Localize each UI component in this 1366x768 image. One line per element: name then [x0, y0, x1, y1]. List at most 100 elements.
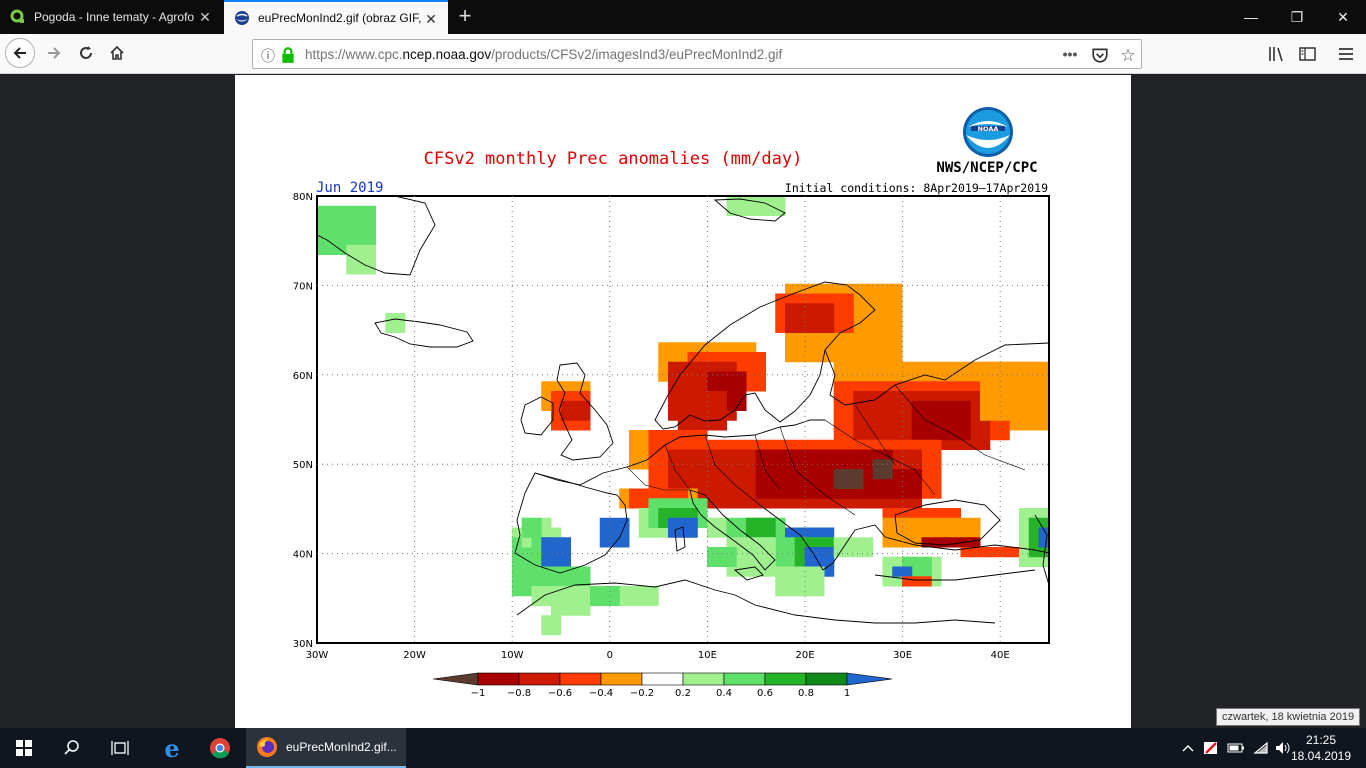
taskbar-app-label: euPrecMonInd2.gif...: [286, 740, 397, 754]
lon-label: 30E: [893, 650, 912, 661]
anomaly-cell: [872, 459, 893, 480]
pocket-icon[interactable]: [1091, 46, 1109, 64]
lat-label: 50N: [293, 460, 313, 471]
colorbar-swatch: [641, 672, 684, 686]
lat-label: 70N: [293, 281, 313, 292]
forecast-figure: CFSv2 monthly Prec anomalies (mm/day) Ju…: [293, 107, 1050, 699]
lon-label: 30W: [306, 650, 329, 661]
anomaly-cell: [833, 537, 874, 558]
colorbar-label: 1: [844, 688, 850, 699]
anomaly-cell: [551, 595, 591, 616]
lat-label: 60N: [293, 371, 313, 382]
latitude-labels: 80N 70N 60N 50N 40N 30N: [293, 192, 313, 650]
lat-label: 30N: [293, 639, 313, 650]
forecast-image[interactable]: CFSv2 monthly Prec anomalies (mm/day) Ju…: [235, 75, 1131, 728]
tab-title: Pogoda - Inne tematy - Agrofo: [34, 10, 195, 24]
colorbar-label: −0.4: [589, 688, 613, 699]
sidebar-icon[interactable]: [1299, 46, 1317, 62]
clock-time: 21:25: [1305, 733, 1337, 747]
close-tab-icon[interactable]: ✕: [199, 9, 211, 25]
anomaly-cell: [1038, 527, 1049, 548]
figure-month: Jun 2019: [316, 180, 383, 196]
navigation-toolbar: ⓘ https://www.cpc.ncep.noaa.gov/products…: [0, 34, 1366, 74]
url-text[interactable]: https://www.cpc.ncep.noaa.gov/products/C…: [305, 47, 782, 62]
colorbar-label: −1: [471, 688, 486, 699]
colorbar-label: −0.8: [507, 688, 531, 699]
longitude-labels: 30W 20W 10W 0 10E 20E 30E 40E: [306, 650, 1010, 661]
lon-label: 20W: [403, 650, 426, 661]
info-icon[interactable]: ⓘ: [261, 48, 275, 64]
restore-icon[interactable]: ❐: [1290, 9, 1304, 25]
anomaly-cell: [902, 576, 932, 587]
anomaly-cell: [785, 303, 835, 333]
battery-icon[interactable]: [1224, 728, 1248, 768]
page-viewport: CFSv2 monthly Prec anomalies (mm/day) Ju…: [0, 75, 1366, 728]
bookmark-star-icon[interactable]: ☆: [1120, 46, 1136, 65]
anomaly-field: [317, 196, 1049, 636]
firefox-icon: [257, 737, 277, 757]
windows-start-icon[interactable]: [0, 728, 48, 768]
date-tooltip: czwartek, 18 kwietnia 2019: [1216, 708, 1361, 726]
agrofoto-favicon-icon: [10, 9, 24, 23]
agency-label: NWS/NCEP/CPC: [936, 160, 1037, 176]
colorbar-label: 0.2: [675, 688, 691, 699]
anomaly-cell: [960, 547, 1020, 558]
initial-conditions: Initial conditions: 8Apr2019–17Apr2019: [785, 181, 1048, 195]
map-frame: [316, 195, 1050, 644]
library-icon[interactable]: [1268, 46, 1286, 62]
chrome-icon[interactable]: [196, 728, 244, 768]
lon-label: 20E: [795, 650, 814, 661]
wifi-icon[interactable]: [1250, 728, 1272, 768]
colorbar-swatch: [805, 672, 848, 686]
lon-label: 40E: [991, 650, 1010, 661]
gridlines: [317, 196, 1049, 643]
home-icon[interactable]: [102, 38, 132, 68]
menu-icon[interactable]: [1338, 46, 1354, 62]
lock-icon[interactable]: [279, 46, 297, 64]
system-clock[interactable]: 21:25 18.04.2019: [1286, 732, 1356, 764]
anomaly-cell: [726, 196, 786, 216]
noaa-favicon-icon: [235, 11, 249, 25]
url-prefix: https://www.cpc.: [305, 47, 403, 62]
colorbar-swatch: [518, 672, 561, 686]
anomaly-cell: [911, 400, 971, 441]
colorbar-swatch: [723, 672, 766, 686]
anomaly-cell: [346, 244, 376, 275]
lat-label: 80N: [293, 192, 313, 203]
anomaly-cell: [541, 615, 562, 636]
colorbar: [432, 672, 893, 686]
anomaly-cell: [775, 566, 825, 597]
anomaly-cell: [921, 537, 981, 548]
chevron-up-icon[interactable]: [1178, 728, 1198, 768]
volume-icon[interactable]: [1272, 728, 1294, 768]
url-host: ncep.noaa.gov: [402, 47, 492, 62]
minimize-icon[interactable]: —: [1244, 9, 1258, 25]
colorbar-label: −0.2: [630, 688, 654, 699]
close-tab-icon[interactable]: ✕: [425, 11, 437, 27]
anomaly-cell: [707, 517, 727, 538]
forward-icon[interactable]: [39, 38, 69, 68]
tab-pogoda[interactable]: Pogoda - Inne tematy - Agrofo ✕: [0, 0, 222, 34]
colorbar-label: 0.8: [798, 688, 814, 699]
coastlines: [317, 196, 1049, 624]
close-window-icon[interactable]: ✕: [1337, 9, 1349, 25]
search-icon[interactable]: [48, 728, 96, 768]
anomaly-cell: [521, 517, 542, 538]
task-view-icon[interactable]: [96, 728, 144, 768]
more-icon[interactable]: •••: [1062, 46, 1078, 62]
reload-icon[interactable]: [71, 38, 101, 68]
logo-text: NOAA: [978, 125, 999, 133]
taskbar-firefox-button[interactable]: euPrecMonInd2.gif...: [246, 728, 406, 768]
colorbar-label: −0.6: [548, 688, 572, 699]
url-bar[interactable]: ⓘ https://www.cpc.ncep.noaa.gov/products…: [252, 39, 1142, 69]
edge-icon[interactable]: e: [164, 733, 180, 763]
new-tab-icon[interactable]: +: [458, 3, 472, 28]
url-path: /products/CFSv2/imagesInd3/euPrecMonInd2…: [491, 47, 783, 62]
antivirus-icon[interactable]: [1200, 728, 1222, 768]
tab-gif[interactable]: euPrecMonInd2.gif (obraz GIF, ✕: [224, 0, 448, 34]
figure-title: CFSv2 monthly Prec anomalies (mm/day): [424, 149, 803, 169]
back-icon[interactable]: [5, 38, 35, 68]
colorbar-label: 0.6: [757, 688, 773, 699]
colorbar-swatch: [477, 672, 520, 686]
lon-label: 0: [607, 650, 613, 661]
